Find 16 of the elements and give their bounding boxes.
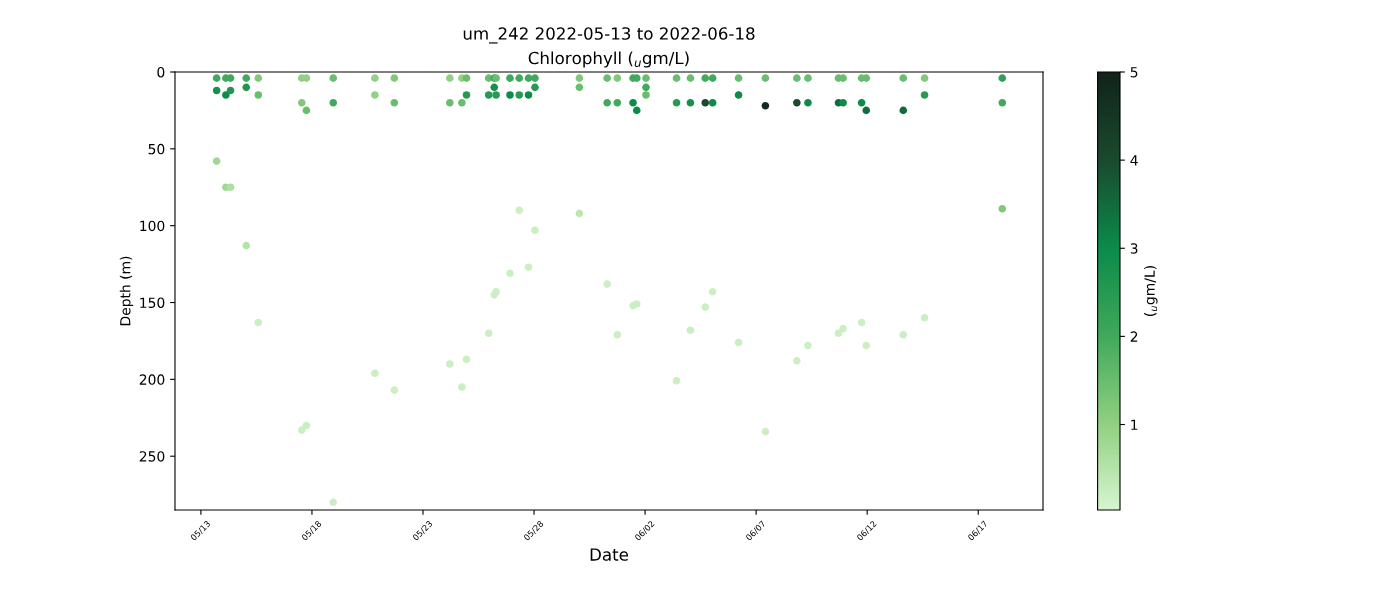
color-bar-label: 3 <box>1130 243 1138 254</box>
y-axis-title: Depth (m) <box>119 256 134 326</box>
color-bar-label: 2 <box>1130 331 1138 342</box>
y-tick-label: 250 <box>139 451 165 462</box>
color-bar-title: ($_{u}$gm/L) <box>1144 266 1158 316</box>
y-tick-label: 100 <box>140 220 165 232</box>
chart-title: um_242 2022-05-13 to 2022-06-18 <box>463 27 755 44</box>
chart-subtitle: Chlorophyll ($_{u}$gm/L) <box>528 51 689 68</box>
y-tick-label: 0 <box>157 66 165 78</box>
y-tick-label: 200 <box>139 374 165 385</box>
x-axis-title: Date <box>590 548 629 561</box>
color-bar-label: 4 <box>1130 155 1138 166</box>
y-tick-label: 50 <box>148 143 165 155</box>
color-bar-label: 1 <box>1131 419 1138 430</box>
color-bar-label: 5 <box>1130 67 1138 78</box>
y-tick-label: 150 <box>140 297 165 308</box>
